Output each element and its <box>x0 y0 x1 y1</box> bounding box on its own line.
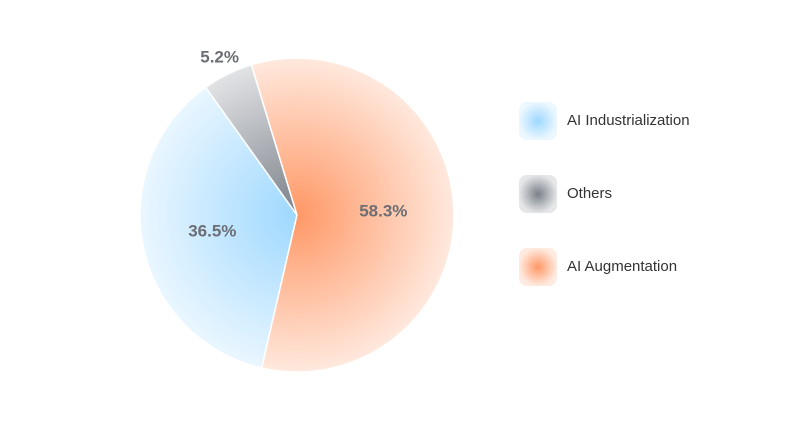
value-label: 36.5% <box>188 221 236 240</box>
legend-swatch <box>519 175 557 213</box>
pie-slice <box>139 86 298 369</box>
legend-swatch <box>519 102 557 140</box>
value-label: 5.2% <box>200 48 239 67</box>
legend-swatch <box>519 248 557 286</box>
legend-label: AI Industrialization <box>567 112 690 129</box>
value-label: 58.3% <box>359 202 407 221</box>
legend-label: Others <box>567 185 612 202</box>
pie-slice <box>250 57 455 373</box>
legend-label: AI Augmentation <box>567 258 677 275</box>
